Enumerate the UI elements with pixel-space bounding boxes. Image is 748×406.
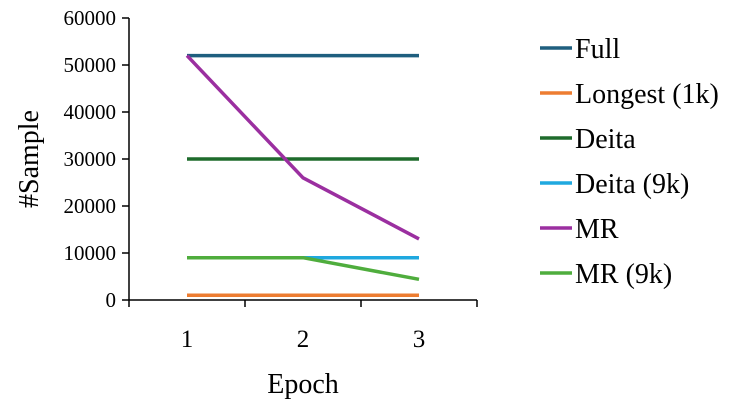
y-tick-label: 50000 [64, 53, 117, 77]
y-tick-label: 30000 [64, 147, 117, 171]
legend-label: Full [575, 34, 620, 65]
series-line-5 [187, 255, 420, 282]
legend-label: Longest (1k) [575, 79, 719, 110]
y-axis-ticks: 0 10000 20000 30000 40000 50000 60000 [64, 6, 129, 312]
series-line-4 [185, 54, 420, 241]
y-tick-label: 10000 [64, 241, 117, 265]
legend: Full Longest (1k) Deita Deita (9k) MR MR (9k) [540, 34, 719, 290]
y-tick-label: 40000 [64, 100, 117, 124]
legend-label: MR [575, 214, 619, 245]
legend-label: Deita [575, 124, 636, 155]
series-lines [185, 53, 420, 298]
legend-label: MR (9k) [575, 259, 672, 290]
x-axis-ticks: 1 2 3 [128, 300, 478, 353]
x-tick-label: 1 [181, 326, 194, 353]
y-tick-label: 60000 [64, 6, 117, 30]
x-tick-label: 3 [413, 326, 426, 353]
legend-label: Deita (9k) [575, 169, 689, 200]
y-axis-title: #Sample [14, 110, 45, 208]
x-axis-title: Epoch [267, 369, 339, 400]
y-tick-label: 0 [106, 288, 117, 312]
y-tick-label: 20000 [64, 194, 117, 218]
x-tick-label: 2 [297, 326, 310, 353]
